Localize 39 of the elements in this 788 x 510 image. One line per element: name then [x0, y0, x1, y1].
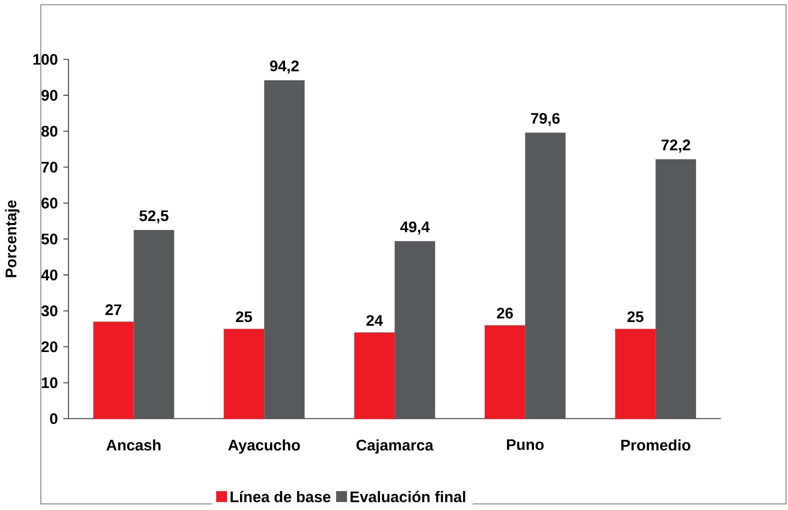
- y-tick-label: 90: [41, 90, 58, 101]
- x-tick-label: Ayacucho: [228, 440, 300, 454]
- y-tick-label: 100: [33, 54, 58, 66]
- bar: [264, 80, 305, 419]
- bar: [656, 159, 696, 419]
- data-label: 49,4: [400, 222, 430, 235]
- data-label: 25: [627, 312, 644, 322]
- data-label: 94,2: [270, 60, 299, 74]
- data-label: 79,6: [531, 113, 560, 126]
- bar: [224, 329, 264, 419]
- x-tick-label: Ancash: [106, 440, 160, 451]
- bar: [615, 329, 656, 419]
- y-tick-label: 80: [41, 126, 58, 137]
- y-tick-label: 20: [41, 342, 58, 352]
- y-tick-label: 0: [50, 413, 58, 424]
- data-label: 52,5: [140, 210, 168, 224]
- x-tick-label: Cajamarca: [356, 440, 434, 454]
- bar: [484, 325, 526, 419]
- data-label: 24: [366, 315, 383, 326]
- x-tick-label: Puno: [506, 440, 544, 450]
- data-label: 26: [496, 308, 513, 319]
- bar: [525, 132, 566, 419]
- data-label: 27: [106, 304, 122, 316]
- y-tick-label: 50: [41, 234, 58, 245]
- y-tick-label: 30: [41, 306, 58, 317]
- x-tick-label: Promedio: [621, 440, 690, 451]
- bar: [354, 332, 395, 419]
- bar: [394, 241, 436, 419]
- legend-label: Línea de base: [230, 491, 330, 502]
- y-tick-label: 40: [41, 270, 58, 281]
- y-tick-label: 10: [42, 378, 58, 388]
- bar: [134, 230, 174, 419]
- y-tick-label: 70: [42, 162, 58, 173]
- data-label: 25: [236, 312, 252, 322]
- data-label: 72,2: [662, 140, 690, 153]
- y-axis-title: Porcentaje: [5, 200, 20, 278]
- y-tick-label: 60: [42, 198, 58, 209]
- legend-label: Evaluación final: [350, 491, 466, 502]
- bar: [93, 322, 134, 419]
